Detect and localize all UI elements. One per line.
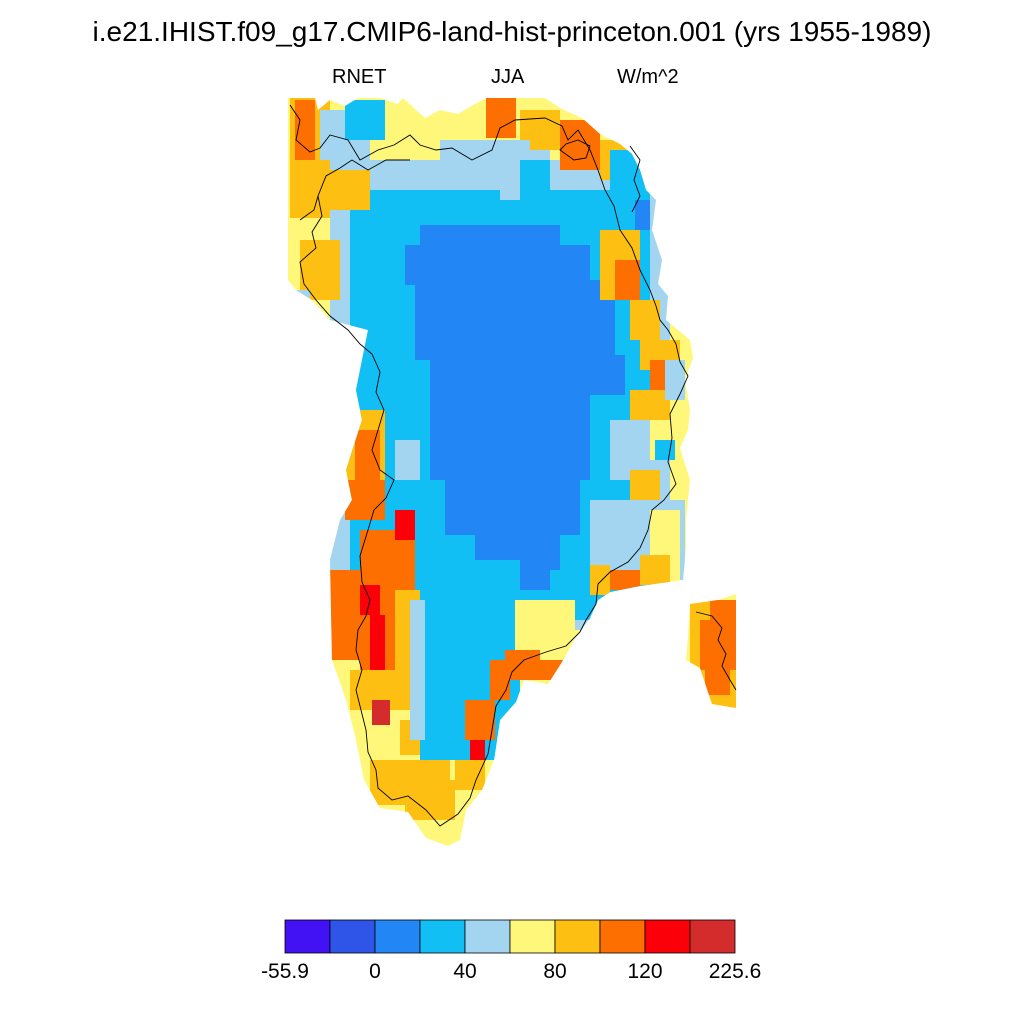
map-cell [640, 555, 670, 585]
colorbar-label: -55.9 [261, 960, 309, 983]
map-cell [630, 300, 660, 340]
colorbar-swatch [689, 919, 736, 954]
map-cell [560, 120, 600, 170]
map-cell [610, 570, 640, 590]
map-cell [410, 600, 425, 740]
colorbar-swatch [554, 919, 601, 954]
colorbar-swatch [329, 919, 376, 954]
coastline [695, 611, 737, 691]
plot-title: i.e21.IHIST.f09_g17.CMIP6-land-hist-prin… [92, 16, 932, 47]
map-cell [455, 760, 485, 790]
colorbar-swatch [419, 919, 466, 954]
map-cell [705, 665, 730, 695]
map-cell [430, 355, 625, 395]
map-cell [635, 200, 650, 230]
map-cell [405, 245, 590, 285]
coastline [289, 104, 689, 827]
map-cell [345, 100, 385, 140]
map-cell [665, 360, 685, 400]
colorbar-swatch [599, 919, 646, 954]
colorbar-swatch [509, 919, 556, 954]
map-cell [655, 440, 675, 460]
map-cell [590, 565, 610, 595]
map-cell [372, 700, 390, 725]
colorbar-swatch [284, 919, 331, 954]
map-cell [430, 390, 590, 480]
colorbar-swatch [374, 919, 421, 954]
map-cell [700, 620, 736, 670]
units-label: W/m^2 [617, 66, 679, 88]
map-cell [465, 700, 495, 740]
map-cell [520, 160, 550, 200]
coastline [629, 145, 641, 213]
season-label: JJA [491, 66, 525, 88]
map-cell [445, 475, 580, 535]
variable-label: RNET [332, 66, 387, 88]
coastline [559, 139, 591, 161]
colorbar-label: 40 [453, 960, 477, 983]
map-cell [710, 600, 736, 620]
map-cell [295, 100, 315, 160]
map-cell [415, 280, 615, 360]
map-cell [370, 615, 385, 670]
colorbar-label: 225.6 [708, 960, 762, 983]
map-cell [395, 510, 415, 540]
colorbar-swatch [464, 919, 511, 954]
colorbar-label: 120 [627, 960, 663, 983]
map-cell [615, 260, 640, 300]
map-cell [395, 440, 420, 480]
colorbar-swatch [644, 919, 691, 954]
map-cell [470, 735, 485, 765]
colorbar-label: 0 [369, 960, 381, 983]
colorbar-label: 80 [543, 960, 567, 983]
map-cell [486, 98, 516, 138]
map-cell [330, 170, 370, 210]
coastline [299, 195, 319, 221]
